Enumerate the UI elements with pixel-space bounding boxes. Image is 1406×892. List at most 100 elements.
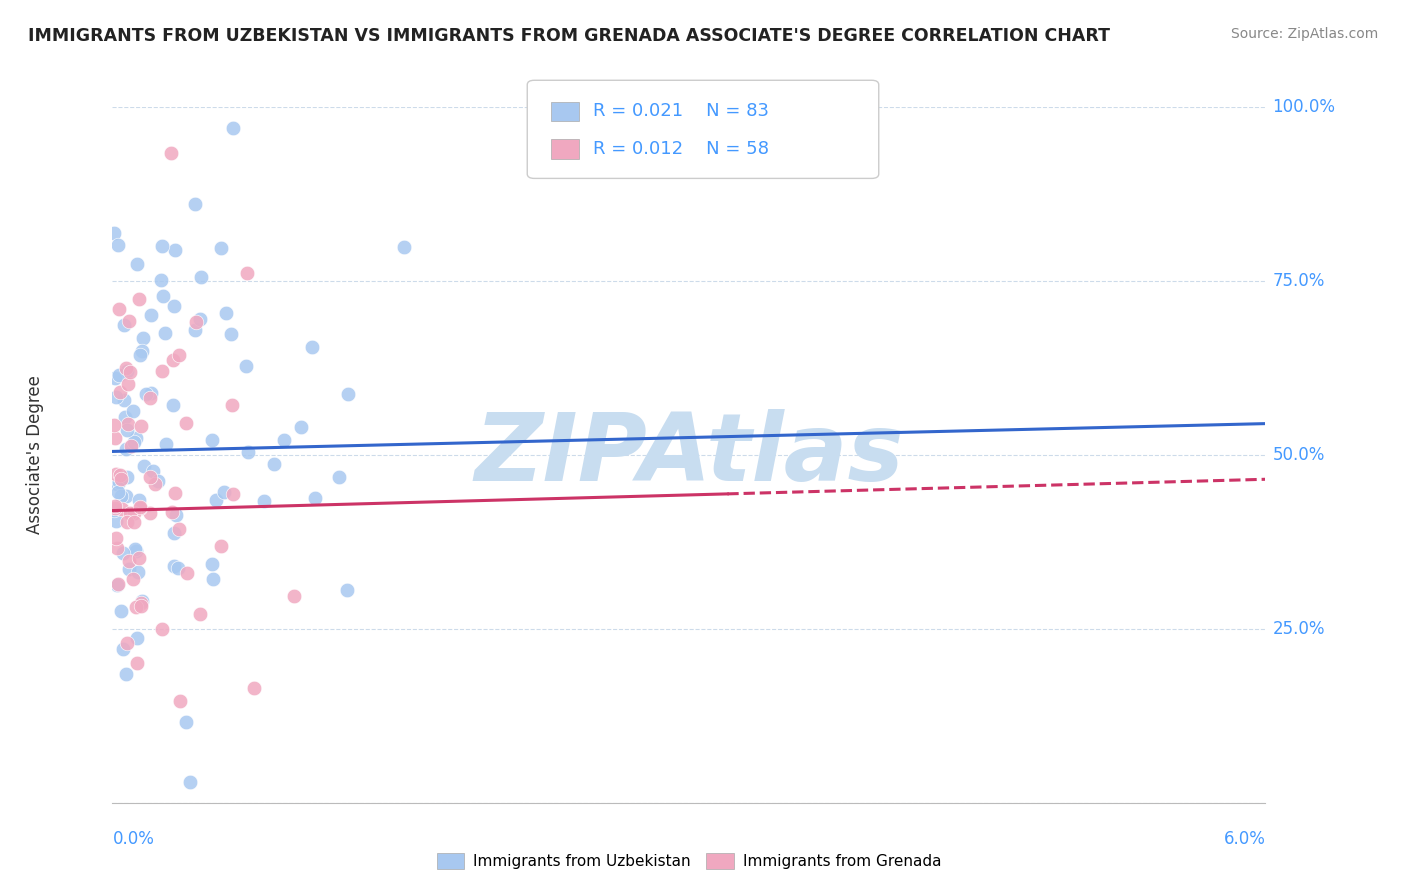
Point xyxy=(122,572,145,586)
Point xyxy=(129,599,152,614)
Point xyxy=(105,541,128,556)
Text: IMMIGRANTS FROM UZBEKISTAN VS IMMIGRANTS FROM GRENADA ASSOCIATE'S DEGREE CORRELA: IMMIGRANTS FROM UZBEKISTAN VS IMMIGRANTS… xyxy=(28,27,1111,45)
Point xyxy=(115,470,138,484)
Point xyxy=(142,463,165,477)
Point xyxy=(273,434,295,448)
Point xyxy=(337,387,360,401)
Point xyxy=(107,238,129,252)
Point xyxy=(104,431,127,445)
Point xyxy=(118,554,141,568)
Point xyxy=(105,578,128,592)
Point xyxy=(167,522,190,536)
Point xyxy=(114,361,136,376)
Point xyxy=(235,359,257,374)
Point xyxy=(132,330,155,344)
Text: ZIPAtlas: ZIPAtlas xyxy=(474,409,904,501)
Point xyxy=(128,292,150,306)
Point xyxy=(205,493,228,508)
Point xyxy=(114,409,136,424)
Point xyxy=(201,433,224,447)
Text: 6.0%: 6.0% xyxy=(1223,830,1265,847)
Point xyxy=(148,475,170,489)
Point xyxy=(174,416,197,430)
Point xyxy=(104,500,127,515)
Point xyxy=(107,576,129,591)
Point xyxy=(392,240,415,254)
Point xyxy=(124,516,146,530)
Point xyxy=(128,492,150,507)
Point xyxy=(105,477,128,491)
Point xyxy=(110,489,132,503)
Point xyxy=(128,500,150,514)
Point xyxy=(163,299,186,313)
Point xyxy=(201,572,224,586)
Point xyxy=(176,566,198,580)
Point xyxy=(117,376,139,391)
Point xyxy=(124,541,146,556)
Point xyxy=(150,364,173,378)
Point xyxy=(169,348,191,362)
Point xyxy=(125,632,148,646)
Point xyxy=(155,436,177,450)
Point xyxy=(236,444,259,458)
Point xyxy=(150,273,173,287)
Point xyxy=(153,326,176,341)
Point xyxy=(165,508,187,523)
Point xyxy=(236,266,259,280)
Point xyxy=(115,442,138,457)
Point xyxy=(110,468,132,483)
Point xyxy=(104,500,127,514)
Point xyxy=(188,607,211,621)
Point xyxy=(190,269,212,284)
Text: Source: ZipAtlas.com: Source: ZipAtlas.com xyxy=(1230,27,1378,41)
Point xyxy=(122,435,145,450)
Point xyxy=(162,352,184,367)
Point xyxy=(112,392,135,407)
Point xyxy=(179,775,201,789)
Point xyxy=(110,472,132,486)
Point xyxy=(117,417,139,431)
Point xyxy=(139,392,162,406)
Point xyxy=(184,196,207,211)
Point xyxy=(209,539,232,553)
Text: R = 0.021    N = 83: R = 0.021 N = 83 xyxy=(593,103,769,120)
Point xyxy=(104,467,127,482)
Point xyxy=(169,694,191,708)
Point xyxy=(336,583,359,598)
Point xyxy=(162,398,184,412)
Point xyxy=(160,145,183,160)
Point xyxy=(150,238,173,252)
Point xyxy=(111,642,134,657)
Text: Associate's Degree: Associate's Degree xyxy=(27,376,44,534)
Point xyxy=(107,368,129,382)
Point xyxy=(120,439,142,453)
Point xyxy=(201,557,224,571)
Point xyxy=(120,365,142,379)
Point xyxy=(263,457,285,471)
Point xyxy=(139,506,162,520)
Point xyxy=(115,490,138,504)
Point xyxy=(328,469,350,483)
Point xyxy=(111,502,134,516)
Point xyxy=(131,343,153,358)
Point xyxy=(141,385,163,400)
Point xyxy=(184,323,207,337)
Point xyxy=(115,666,138,681)
Point xyxy=(122,506,145,520)
Point xyxy=(135,386,157,401)
Point xyxy=(124,431,146,445)
Point xyxy=(103,502,125,516)
Point xyxy=(131,594,153,608)
Point xyxy=(152,289,174,303)
Point xyxy=(117,364,139,378)
Point xyxy=(188,312,211,326)
Point xyxy=(221,120,243,135)
Point xyxy=(184,315,207,329)
Point xyxy=(290,419,312,434)
Point xyxy=(128,551,150,566)
Point xyxy=(103,226,125,240)
Point xyxy=(108,301,131,316)
Point xyxy=(165,243,187,257)
Point xyxy=(111,545,134,559)
Point xyxy=(115,515,138,529)
